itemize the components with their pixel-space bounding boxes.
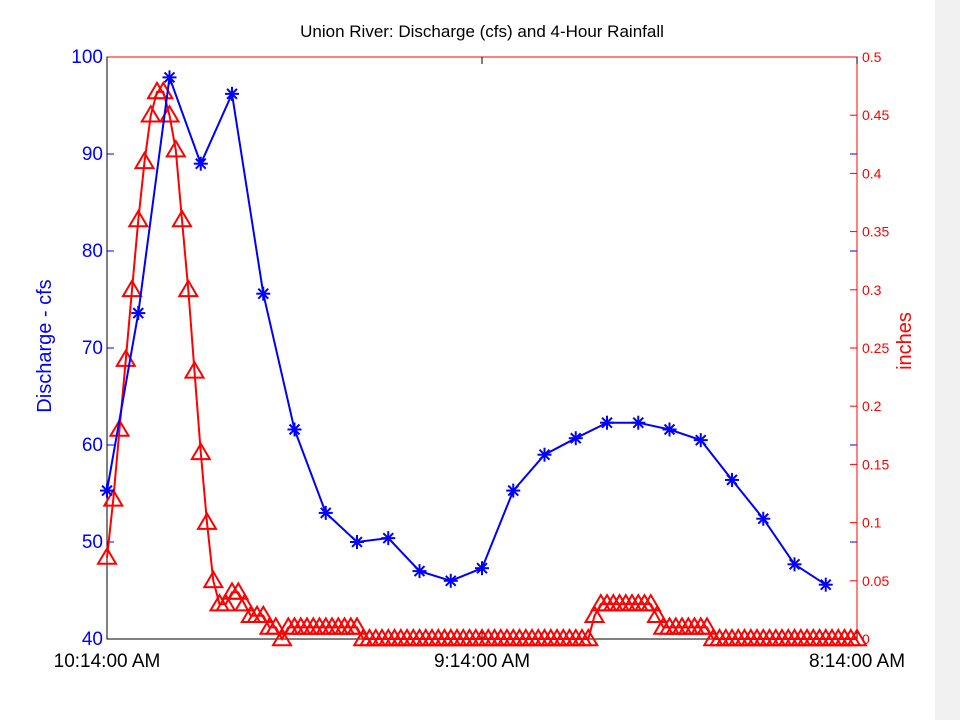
left-tick-label: 70 — [82, 338, 103, 359]
discharge-point — [725, 472, 739, 487]
right-tick-label: 0.5 — [862, 49, 882, 65]
discharge-point — [318, 505, 333, 520]
rainfall-point — [108, 418, 131, 437]
right-tick-label: 0.15 — [862, 456, 889, 472]
right-tick-label: 0.05 — [862, 573, 889, 589]
left-tick-label: 40 — [82, 629, 103, 650]
right-tick-label: 0.4 — [862, 165, 882, 181]
discharge-point — [568, 431, 583, 446]
discharge-point — [287, 422, 302, 437]
rainfall-point — [215, 593, 237, 612]
x-tick-label: 9:14:00 AM — [434, 651, 530, 672]
right-axis: 0 0.05 0.1 0.15 0.2 0.25 0.3 0.35 0.4 0.45 0.5 — [107, 49, 889, 647]
left-tick-label: 60 — [82, 435, 103, 456]
rainfall-point — [96, 546, 118, 565]
rainfall-point — [233, 593, 256, 612]
discharge-point — [818, 577, 833, 592]
rainfall-point — [140, 104, 162, 123]
discharge-point — [100, 483, 114, 498]
rainfall-point — [696, 616, 718, 635]
rainfall-point — [265, 616, 287, 635]
rainfall-series — [96, 80, 868, 647]
left-tick-label: 80 — [82, 241, 103, 262]
rainfall-point — [640, 593, 662, 612]
discharge-point — [350, 535, 364, 549]
rainfall-point — [227, 581, 250, 600]
discharge-point — [693, 433, 708, 448]
rainfall-point — [127, 209, 150, 228]
plot-area — [106, 56, 858, 640]
rainfall-point — [102, 488, 125, 507]
rainfall-point — [846, 628, 868, 647]
discharge-point — [506, 483, 521, 498]
discharge-point — [225, 86, 239, 101]
rainfall-point — [121, 278, 143, 298]
discharge-point — [662, 422, 677, 437]
x-tick-label: 10:14:00 AM — [54, 651, 161, 672]
rainfall-point — [190, 441, 212, 461]
discharge-point — [131, 306, 146, 321]
discharge-point — [600, 415, 614, 430]
right-tick-label: 0.35 — [862, 224, 889, 240]
rainfall-point — [133, 150, 156, 170]
x-tick-label: 8:14:00 AM — [809, 651, 905, 672]
discharge-point — [756, 511, 771, 526]
rainfall-point — [346, 616, 368, 635]
discharge-point — [537, 447, 552, 462]
right-tick-label: 0 — [862, 631, 870, 647]
discharge-point — [787, 557, 802, 572]
discharge-point — [412, 564, 427, 579]
rainfall-point — [165, 139, 187, 158]
left-tick-label: 50 — [82, 532, 103, 553]
discharge-point — [256, 286, 271, 301]
right-tick-label: 0.2 — [862, 398, 882, 414]
discharge-point — [193, 156, 208, 171]
left-tick-label: 90 — [82, 144, 103, 165]
right-tick-label: 0.1 — [862, 515, 882, 531]
right-tick-label: 0.45 — [862, 107, 889, 123]
rainfall-point — [177, 278, 200, 298]
rainfall-point — [583, 604, 606, 623]
rainfall-point — [202, 569, 225, 589]
rainfall-point — [196, 511, 218, 530]
chart-title: Union River: Discharge (cfs) and 4-Hour … — [300, 22, 664, 41]
discharge-point — [443, 573, 458, 588]
right-tick-label: 0.25 — [862, 340, 889, 356]
right-axis-label: inches — [894, 312, 916, 370]
rainfall-point — [646, 604, 668, 623]
discharge-point — [475, 561, 489, 576]
left-tick-label: 100 — [71, 47, 103, 68]
left-axis-label: Discharge - cfs — [34, 279, 56, 412]
rainfall-point — [271, 628, 293, 647]
discharge-line — [106, 77, 827, 586]
rainfall-point — [183, 360, 206, 379]
discharge-point — [381, 531, 396, 546]
rainfall-point — [577, 628, 600, 647]
discharge-series — [100, 70, 833, 592]
discharge-point — [631, 415, 646, 430]
window-right-gutter — [935, 0, 960, 720]
discharge-point — [162, 70, 177, 85]
right-tick-label: 0.3 — [862, 282, 882, 298]
rainfall-point — [171, 209, 193, 228]
rainfall-point — [252, 604, 275, 623]
